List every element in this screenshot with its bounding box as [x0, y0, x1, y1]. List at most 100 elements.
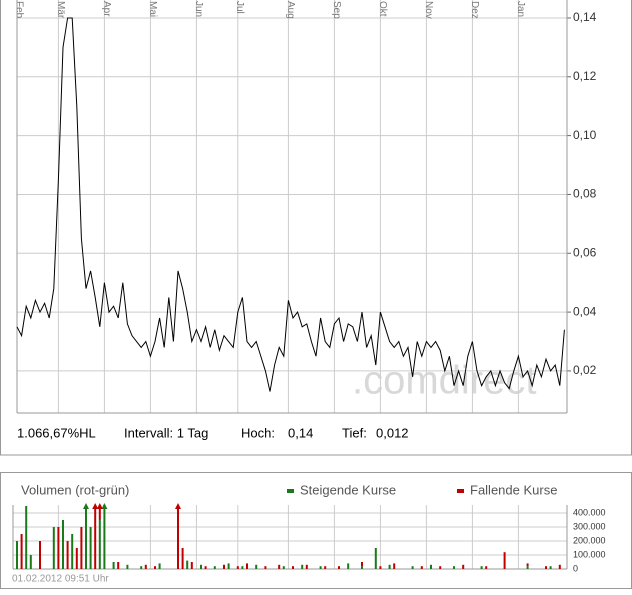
volume-bar — [181, 547, 184, 569]
volume-bar — [545, 566, 547, 569]
volume-bar — [98, 519, 101, 569]
x-tick-label: Mai — [147, 1, 158, 17]
volume-bar — [374, 547, 377, 569]
y-tick-label: 100.000 — [573, 549, 606, 559]
volume-bar — [278, 564, 281, 569]
x-tick-label: Okt — [377, 1, 388, 17]
volume-bar — [103, 505, 106, 569]
volume-bar — [420, 566, 423, 569]
price-panel — [0, 0, 632, 456]
y-tick-label: 0,06 — [573, 245, 597, 259]
x-tick-label: Jun — [193, 1, 204, 17]
y-tick-label: 0,08 — [573, 187, 597, 201]
volume-bar — [39, 540, 41, 569]
y-tick-label: 0,12 — [573, 69, 597, 83]
volume-bar — [379, 566, 382, 569]
volume-bar — [20, 533, 23, 569]
volume-bar — [485, 566, 488, 569]
volume-bar — [453, 566, 455, 569]
volume-bar — [319, 566, 322, 569]
volume-bar — [503, 552, 506, 569]
volume-bar — [126, 564, 129, 569]
volume-bar — [361, 561, 363, 567]
low-label: Tief: — [342, 425, 367, 440]
volume-bar — [57, 526, 60, 569]
interval: Intervall: 1 Tag — [124, 425, 208, 440]
volume-bar — [52, 526, 55, 569]
x-tick-label: Dez — [469, 1, 480, 19]
price-line — [16, 17, 565, 392]
volume-bar — [526, 563, 529, 567]
stats: 1.066,67%HL Intervall: 1 Tag Hoch: 0,14 … — [17, 425, 409, 440]
overflow-arrow — [96, 503, 103, 509]
volume-bar — [246, 563, 248, 569]
y-tick-label: 0,02 — [573, 363, 597, 377]
volume-bar — [112, 561, 115, 569]
volume-bar — [204, 566, 207, 569]
volume-bar — [292, 566, 294, 569]
overflow-arrow — [175, 503, 181, 509]
volume-bar — [526, 566, 529, 569]
volume-bar — [223, 564, 225, 569]
volume-bar — [117, 561, 120, 569]
legend-swatch — [287, 489, 294, 493]
y-tick-label: 0 — [573, 563, 578, 573]
overflow-arrow — [101, 503, 108, 509]
high-value: 0,14 — [288, 425, 313, 440]
y-tick-label: 0,10 — [573, 128, 597, 142]
volume-bar — [190, 561, 193, 569]
volume-bar — [430, 564, 432, 569]
low-value: 0,012 — [376, 425, 409, 440]
volume-bar — [549, 566, 552, 569]
legend-swatch — [457, 489, 464, 493]
x-tick-label: Sep — [331, 1, 342, 19]
hl: 1.066,67%HL — [17, 425, 96, 440]
legend-label: Fallende Kurse — [470, 482, 557, 497]
volume-bar — [75, 547, 78, 569]
y-tick-label: 200.000 — [573, 535, 606, 545]
volume-bar — [62, 519, 64, 569]
volume-bar — [568, 561, 570, 569]
volume-bar — [66, 540, 69, 569]
y-tick-label: 0,04 — [573, 304, 597, 318]
volume-bar — [80, 526, 83, 569]
volume-bar — [89, 526, 92, 569]
volume-bar — [264, 566, 267, 569]
volume-bar — [177, 505, 179, 569]
volume-bar — [98, 505, 101, 520]
x-tick-label: Nov — [423, 1, 434, 19]
volume-bar — [158, 563, 161, 569]
x-tick-label: Mär — [55, 1, 66, 19]
volume-bar — [200, 564, 202, 569]
y-tick-label: 400.000 — [573, 507, 606, 517]
overflow-arrow — [83, 503, 89, 509]
volume-bar — [480, 566, 483, 569]
volume-title: Volumen (rot-grün) — [21, 482, 129, 497]
watermark: .comdirect — [352, 359, 537, 403]
volume-bar — [241, 566, 244, 569]
y-tick-label: 0,14 — [573, 10, 597, 24]
x-tick-label: Jan — [515, 1, 526, 17]
volume-bar — [338, 566, 340, 569]
volume-bar — [213, 566, 216, 569]
volume-bar — [227, 563, 230, 569]
volume-bar — [301, 564, 304, 569]
overflow-arrow — [92, 503, 99, 509]
volume-bar — [361, 566, 363, 569]
volume-bar — [439, 566, 442, 569]
volume-bar — [85, 505, 87, 569]
volume-bar — [16, 540, 18, 569]
volume-bar — [305, 564, 308, 569]
x-tick-label: Feb — [13, 1, 24, 19]
high-label: Hoch: — [241, 425, 275, 440]
x-tick-label: Aug — [285, 1, 296, 19]
volume-bar — [71, 533, 74, 569]
volume-bar — [393, 563, 396, 569]
volume-bar — [144, 564, 147, 569]
volume-bar — [462, 564, 465, 569]
volume-bar — [94, 505, 97, 569]
volume-bar — [29, 554, 32, 569]
legend-label: Steigende Kurse — [300, 482, 396, 497]
volume-bars — [16, 505, 570, 569]
volume-bar — [25, 505, 28, 569]
